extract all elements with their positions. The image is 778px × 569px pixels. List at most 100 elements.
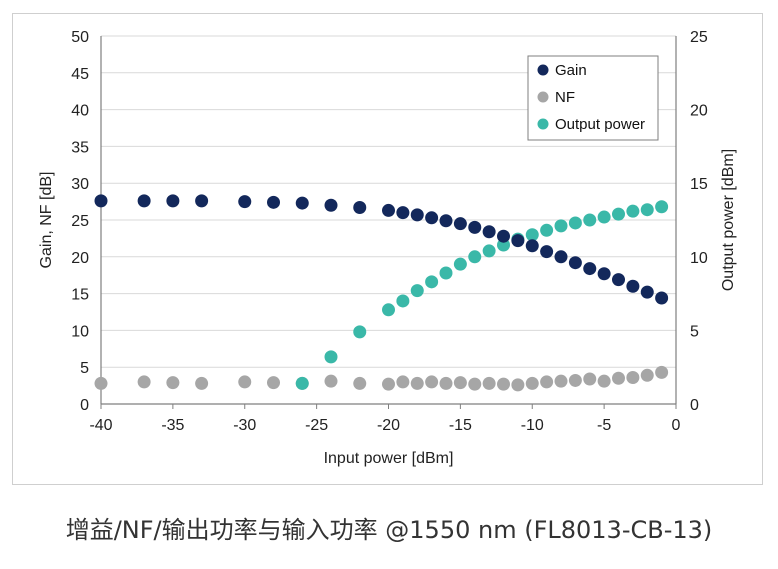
gain-point xyxy=(94,194,108,208)
nf-point xyxy=(453,376,467,390)
y-tick-label-left: 0 xyxy=(80,397,89,414)
gain-point xyxy=(195,194,209,208)
y-tick-label-right: 10 xyxy=(690,250,708,267)
nf-point xyxy=(525,376,539,390)
nf-point xyxy=(195,376,209,390)
output-power-point xyxy=(324,350,338,364)
nf-point xyxy=(410,376,424,390)
x-tick-label: -25 xyxy=(305,417,328,434)
legend-label-gain: Gain xyxy=(555,62,587,79)
output-power-point xyxy=(554,219,568,233)
nf-point xyxy=(583,372,597,386)
chart-plot: -40 -35 -30 -25 -20 -15 -10 -5 00510152025303540… xyxy=(38,29,737,467)
gain-point xyxy=(238,195,252,209)
x-tick-label: -20 xyxy=(377,417,400,434)
output-power-point xyxy=(439,266,453,280)
legend-marker-nf xyxy=(537,91,549,103)
nf-point xyxy=(540,375,554,389)
output-power-point xyxy=(425,275,439,289)
nf-point xyxy=(396,375,410,389)
y-tick-label-right: 15 xyxy=(690,176,708,193)
gain-point xyxy=(525,239,539,253)
y-tick-label-left: 30 xyxy=(71,176,89,193)
output-power-point xyxy=(382,303,395,317)
x-tick-label: -15 xyxy=(449,417,472,434)
nf-point xyxy=(497,377,510,391)
nf-point xyxy=(382,377,395,391)
nf-point xyxy=(554,374,568,388)
nf-point xyxy=(626,371,640,385)
y-axis-label-left: Gain, NF [dB] xyxy=(38,172,55,269)
legend-label-nf: NF xyxy=(555,89,575,106)
nf-point xyxy=(166,376,180,390)
legend-marker-gain xyxy=(537,64,549,76)
output-power-point xyxy=(540,223,554,237)
gain-point xyxy=(353,200,367,214)
output-power-point xyxy=(410,284,424,298)
tick-labels: -40 -35 -30 -25 -20 -15 -10 -5 00510152025303540… xyxy=(71,29,708,434)
y-tick-label-left: 10 xyxy=(71,323,89,340)
x-tick-label: -5 xyxy=(597,417,611,434)
gain-point xyxy=(137,194,151,208)
gain-point xyxy=(497,229,510,243)
nf-point xyxy=(324,374,338,388)
y-tick-label-left: 15 xyxy=(71,287,89,304)
output-power-point xyxy=(568,216,582,230)
output-power-point xyxy=(468,250,482,264)
y-tick-label-right: 5 xyxy=(690,323,699,340)
gain-point xyxy=(568,256,582,270)
y-tick-label-left: 50 xyxy=(71,29,89,46)
output-power-point xyxy=(640,203,654,217)
legend-label-output-power: Output power xyxy=(555,116,645,133)
gain-point xyxy=(554,250,568,264)
gain-point xyxy=(511,234,525,248)
gain-point xyxy=(295,196,309,210)
y-tick-label-right: 25 xyxy=(690,29,708,46)
output-power-point xyxy=(353,325,367,339)
output-power-point xyxy=(396,294,410,308)
output-power-point xyxy=(626,204,640,218)
y-tick-label-left: 5 xyxy=(80,360,89,377)
output-power-point xyxy=(453,257,467,271)
nf-point xyxy=(137,375,151,389)
figure-caption: 增益/NF/输出功率与输入功率 @1550 nm (FL8013-CB-13) xyxy=(65,516,713,544)
output-power-point xyxy=(583,213,597,227)
output-power-point xyxy=(525,228,539,242)
nf-point xyxy=(94,376,108,390)
y-tick-label-left: 40 xyxy=(71,103,89,120)
gain-point xyxy=(439,214,453,228)
gain-point xyxy=(425,211,439,225)
y-tick-label-left: 20 xyxy=(71,250,89,267)
legend-box xyxy=(527,55,659,141)
gain-point xyxy=(324,198,338,212)
gain-point xyxy=(612,273,625,287)
gain-point xyxy=(382,203,395,217)
gain-point xyxy=(453,217,467,231)
y-tick-label-left: 45 xyxy=(71,66,89,83)
nf-point xyxy=(238,375,252,389)
data-points xyxy=(94,194,669,392)
gridlines xyxy=(101,35,676,368)
legend-marker-output-power xyxy=(537,118,549,130)
nf-point xyxy=(425,375,439,389)
y-tick-label-left: 35 xyxy=(71,139,89,156)
chart-frame: -40 -35 -30 -25 -20 -15 -10 -5 0 0 5 10 15 20 25 30 35 40… xyxy=(12,13,763,485)
gain-point xyxy=(655,291,669,305)
gain-point xyxy=(396,206,410,220)
y-tick-label-left: 25 xyxy=(71,213,89,230)
x-axis-label: Input power [dBm] xyxy=(324,450,454,467)
output-power-point xyxy=(482,244,496,258)
nf-point xyxy=(511,378,525,392)
y-tick-label-right: 0 xyxy=(690,397,699,414)
nf-point xyxy=(482,376,496,390)
gain-point xyxy=(166,194,180,208)
nf-point xyxy=(655,365,669,379)
output-power-point xyxy=(612,207,625,221)
nf-point xyxy=(353,376,367,390)
gain-point xyxy=(410,208,424,222)
x-tick-label: -30 xyxy=(233,417,256,434)
x-tick-label: 0 xyxy=(672,417,681,434)
gain-point xyxy=(583,262,597,276)
gain-point xyxy=(597,267,611,281)
y-tick-label-right: 20 xyxy=(690,103,708,120)
